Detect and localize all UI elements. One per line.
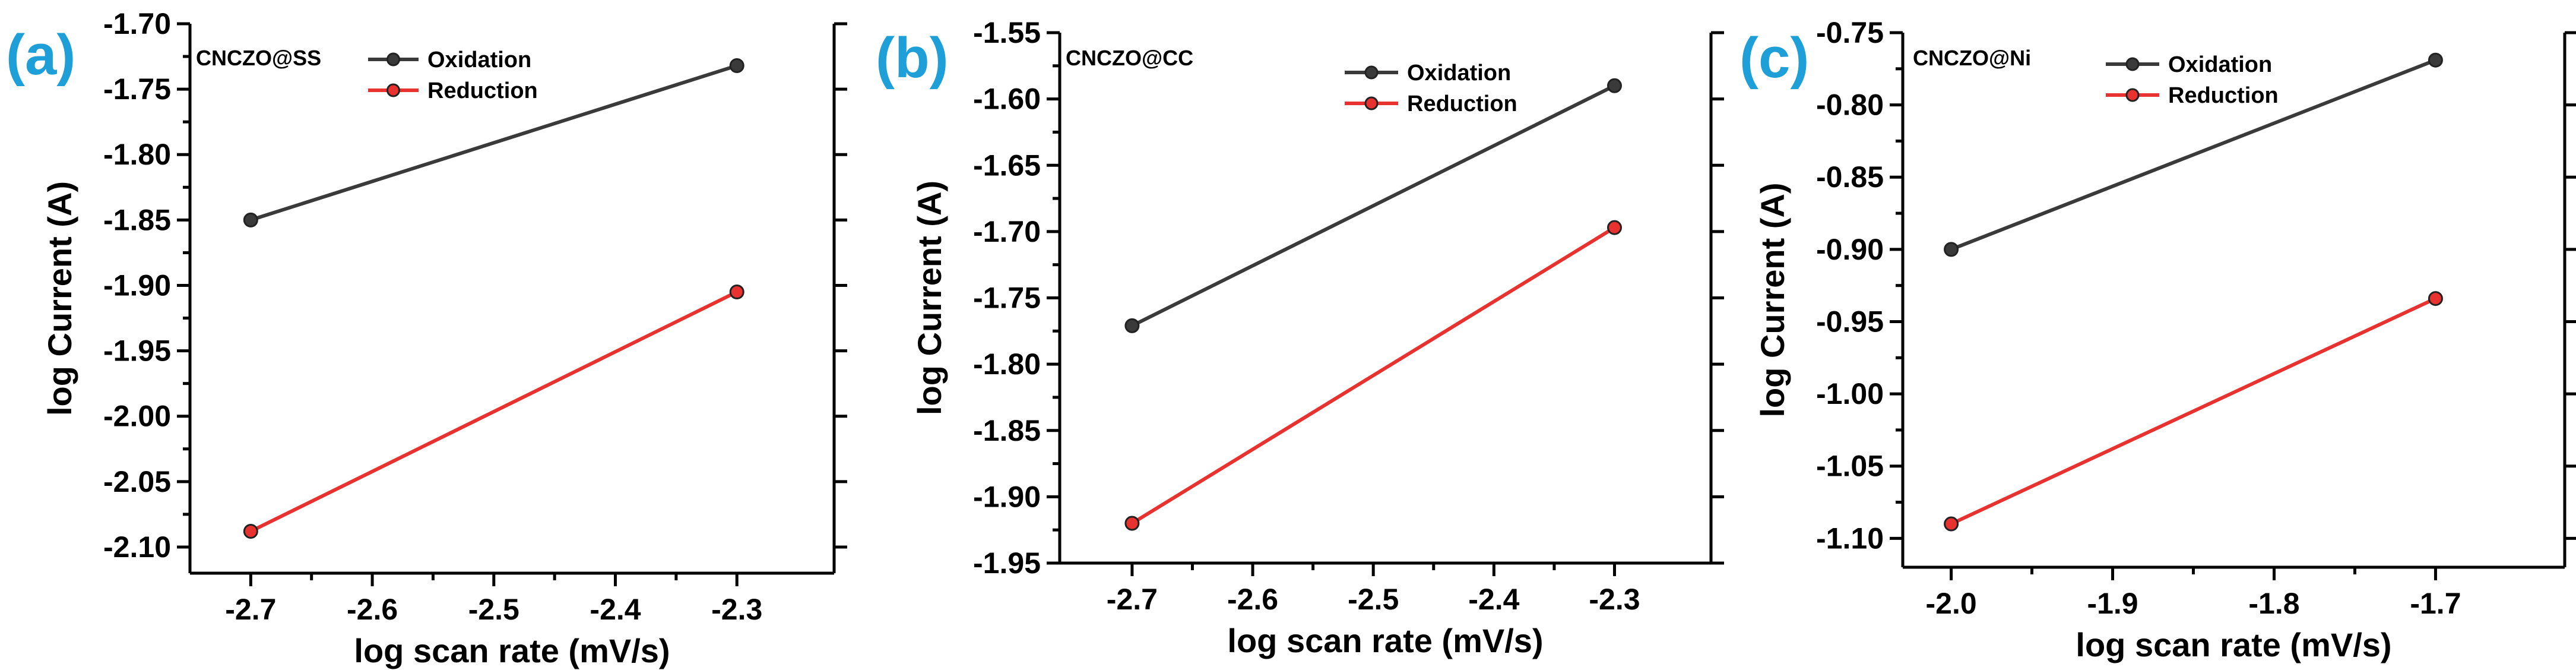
y-tick-label: -0.75 bbox=[1816, 16, 1884, 49]
data-point-oxidation bbox=[2428, 52, 2443, 68]
series-line-reduction bbox=[1131, 226, 1616, 525]
legend-label-reduction: Reduction bbox=[427, 78, 538, 103]
x-axis-title: log scan rate (mV/s) bbox=[2076, 626, 2391, 663]
chart-panel-1: (a) -2.10 -2.05 -2.00 -1.95 -1.90 -1.85 -1.80 -1… bbox=[6, 7, 847, 669]
panel-label: (b) bbox=[876, 26, 949, 90]
y-tick-label: -1.75 bbox=[103, 72, 171, 106]
y-tick-label: -1.60 bbox=[973, 83, 1041, 116]
chart-title: CNCZO@SS bbox=[196, 46, 321, 70]
y-axis-title: log Current (A) bbox=[911, 181, 948, 415]
panel-label: (c) bbox=[1739, 26, 1809, 90]
chart-title: CNCZO@CC bbox=[1066, 46, 1193, 70]
x-tick-label: -1.9 bbox=[2087, 587, 2138, 620]
y-axis-title: log Current (A) bbox=[1754, 182, 1791, 417]
data-point-oxidation bbox=[243, 212, 258, 227]
chart-panel-3: (c) -1.10 -1.05 -1.00 -0.95 -0.90 -0.85 -0.80 -0… bbox=[1739, 16, 2576, 663]
y-tick-label: -2.05 bbox=[103, 465, 171, 498]
data-point-oxidation bbox=[1607, 78, 1622, 93]
x-tick-label: -2.5 bbox=[468, 593, 519, 626]
x-tick-label: -2.5 bbox=[1348, 583, 1399, 616]
legend-label-oxidation: Oxidation bbox=[427, 48, 531, 72]
legend-marker-oxidation bbox=[386, 52, 400, 67]
legend-label-reduction: Reduction bbox=[1407, 91, 1517, 116]
series-line-oxidation bbox=[1950, 58, 2436, 251]
x-tick-label: -2.6 bbox=[1227, 583, 1278, 616]
data-point-reduction bbox=[2428, 291, 2443, 306]
y-axis-title: log Current (A) bbox=[41, 181, 78, 416]
chart-title: CNCZO@Ni bbox=[1913, 46, 2031, 70]
y-tick-label: -1.75 bbox=[973, 282, 1041, 315]
y-tick-label: -0.90 bbox=[1816, 233, 1884, 266]
x-axis-title: log scan rate (mV/s) bbox=[1227, 622, 1543, 659]
legend-marker-reduction bbox=[386, 83, 400, 97]
y-tick-label: -2.00 bbox=[103, 400, 171, 433]
y-tick-label: -1.10 bbox=[1816, 522, 1884, 555]
y-tick-label: -1.85 bbox=[103, 203, 171, 236]
x-tick-label: -2.3 bbox=[711, 593, 762, 626]
x-tick-label: -2.3 bbox=[1589, 583, 1640, 616]
legend-label-oxidation: Oxidation bbox=[1407, 61, 1511, 86]
x-tick-label: -2.0 bbox=[1925, 587, 1976, 620]
y-tick-label: -1.95 bbox=[973, 546, 1041, 580]
data-point-reduction bbox=[1944, 516, 1959, 532]
data-point-oxidation bbox=[1124, 318, 1140, 333]
x-tick-label: -2.7 bbox=[225, 593, 276, 626]
y-tick-label: -1.80 bbox=[103, 138, 171, 171]
y-tick-label: -1.70 bbox=[103, 7, 171, 40]
data-point-reduction bbox=[729, 284, 744, 299]
data-point-reduction bbox=[1124, 516, 1140, 531]
legend-marker-reduction bbox=[2125, 88, 2140, 102]
y-tick-label: -0.80 bbox=[1816, 89, 1884, 122]
y-tick-label: -1.80 bbox=[973, 347, 1041, 381]
legend-label-reduction: Reduction bbox=[2168, 83, 2279, 108]
y-tick-label: -1.65 bbox=[973, 148, 1041, 182]
x-axis-title: log scan rate (mV/s) bbox=[354, 632, 670, 669]
y-tick-label: -0.85 bbox=[1816, 160, 1884, 194]
y-tick-label: -2.10 bbox=[103, 530, 171, 564]
x-tick-label: -1.8 bbox=[2248, 587, 2299, 620]
legend-label-oxidation: Oxidation bbox=[2168, 52, 2272, 77]
x-tick-label: -2.7 bbox=[1107, 583, 1158, 616]
data-point-reduction bbox=[1607, 220, 1622, 235]
y-tick-label: -1.90 bbox=[103, 268, 171, 302]
y-tick-label: -1.55 bbox=[973, 16, 1041, 49]
y-tick-label: -1.85 bbox=[973, 414, 1041, 447]
data-point-oxidation bbox=[729, 58, 744, 73]
series-line-reduction bbox=[250, 290, 738, 533]
y-tick-label: -1.00 bbox=[1816, 377, 1884, 410]
series-line-oxidation bbox=[250, 64, 738, 222]
y-tick-label: -1.90 bbox=[973, 480, 1041, 513]
y-tick-label: -1.95 bbox=[103, 334, 171, 368]
legend-marker-oxidation bbox=[2125, 57, 2140, 71]
data-point-reduction bbox=[243, 524, 258, 539]
legend-marker-reduction bbox=[1364, 96, 1379, 110]
y-tick-label: -1.70 bbox=[973, 215, 1041, 248]
x-tick-label: -1.7 bbox=[2410, 587, 2461, 620]
y-tick-label: -1.05 bbox=[1816, 450, 1884, 483]
chart-panel-2: (b) -1.95 -1.90 -1.85 -1.80 -1.75 -1.70 -1.65 -1… bbox=[876, 16, 1724, 659]
y-tick-label: -0.95 bbox=[1816, 305, 1884, 338]
panel-label: (a) bbox=[6, 23, 75, 87]
data-point-oxidation bbox=[1944, 242, 1959, 257]
series-line-oxidation bbox=[1131, 84, 1615, 328]
x-tick-label: -2.6 bbox=[347, 593, 398, 626]
x-tick-label: -2.4 bbox=[1468, 583, 1519, 616]
series-line-reduction bbox=[1950, 296, 2436, 526]
x-tick-label: -2.4 bbox=[590, 593, 641, 626]
legend-marker-oxidation bbox=[1364, 65, 1379, 80]
